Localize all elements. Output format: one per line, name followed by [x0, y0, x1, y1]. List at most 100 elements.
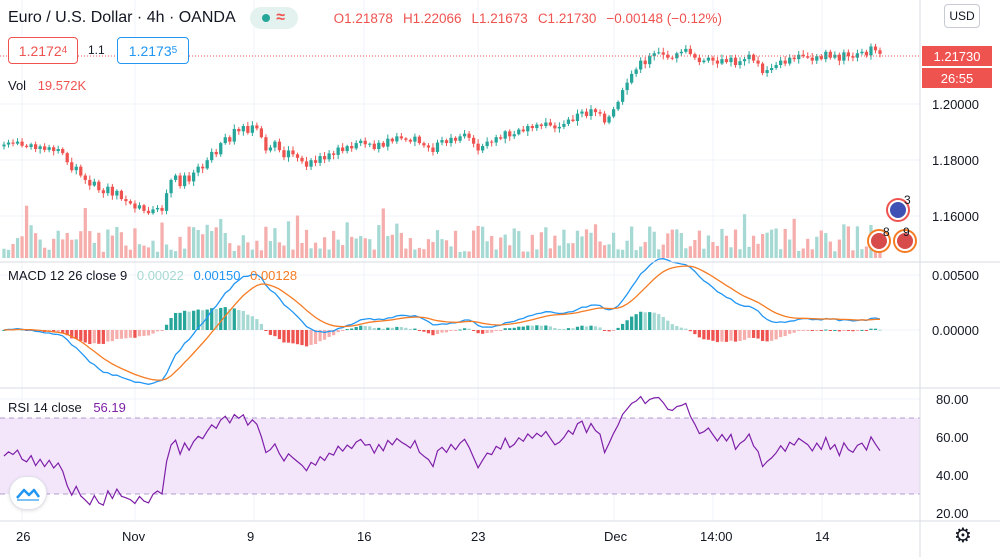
macd-hist-bar — [282, 330, 286, 343]
macd-hist-bar — [313, 330, 318, 345]
volume-bar — [223, 233, 227, 258]
rsi-line — [3, 395, 881, 507]
macd-hist-bar — [598, 327, 602, 330]
macd-hist-bar — [56, 330, 60, 333]
macd-legend[interactable]: MACD 12 26 close 9 0.00022 0.00150 0.001… — [8, 268, 297, 283]
candle-body — [742, 59, 747, 62]
candle-body — [598, 112, 602, 114]
candle-body — [169, 179, 173, 194]
volume-bar — [74, 239, 78, 258]
macd-hist-bar — [169, 318, 173, 330]
volume-bar — [661, 244, 665, 258]
bar-countdown: 26:55 — [922, 68, 992, 88]
macd-axis[interactable]: 0.00500 0.00000 — [932, 268, 979, 338]
macd-hist-bar — [715, 330, 720, 343]
buy-button[interactable]: 1.2173 5 — [117, 37, 189, 64]
macd-hist-bar — [368, 326, 372, 330]
volume-bar — [449, 246, 453, 258]
volume-bar — [128, 249, 133, 258]
sell-button[interactable]: 1.2172 4 — [8, 37, 78, 64]
candle-body — [24, 145, 29, 147]
volume-legend[interactable]: Vol 19.572K — [8, 78, 86, 93]
volume-bar — [173, 251, 178, 258]
candle-body — [878, 50, 882, 54]
settings-gear-icon[interactable]: ⚙ — [954, 524, 972, 547]
time-axis[interactable]: 26 Nov 9 16 23 Dec 14:00 14 — [16, 529, 829, 544]
rsi-axis[interactable]: 80.00 60.00 40.00 20.00 — [936, 392, 969, 521]
candle-body — [770, 67, 774, 71]
macd-hist-bar — [711, 330, 715, 341]
market-status-toggle[interactable]: ≈ — [249, 7, 298, 29]
volume-bar — [625, 240, 629, 258]
tradingview-logo[interactable] — [9, 476, 47, 510]
macd-hist-bar — [819, 330, 823, 331]
candle-body — [413, 136, 417, 142]
candle-body — [760, 63, 765, 73]
interval[interactable]: 4h — [146, 9, 165, 26]
macd-hist-bar — [115, 330, 119, 339]
candle-body — [20, 141, 24, 146]
candle-body — [440, 140, 444, 143]
candle-body — [232, 128, 236, 142]
macd-signal-line — [3, 265, 881, 381]
macd-hist-bar — [417, 330, 422, 331]
time-tick-7: 14:00 — [700, 529, 733, 544]
macd-hist-bar — [842, 330, 846, 331]
volume-bar — [182, 248, 187, 258]
macd-hist-bar — [395, 326, 399, 330]
volume-bar — [580, 236, 584, 258]
symbol-name[interactable]: Euro / U.S. Dollar — [8, 9, 133, 26]
candle-body — [106, 186, 110, 194]
candle-body — [557, 126, 562, 129]
macd-hist-bar — [738, 330, 742, 342]
volume-bar — [386, 236, 390, 258]
candle-body — [228, 137, 232, 142]
candle-body — [160, 207, 164, 211]
macd-hist-bar — [74, 330, 78, 339]
time-tick-4: 16 — [357, 529, 371, 544]
macd-hist-bar — [675, 326, 679, 330]
candles[interactable] — [2, 43, 882, 215]
candle-body — [264, 137, 268, 151]
macd-hist-bar — [119, 330, 124, 339]
macd-hist-bar — [399, 327, 403, 330]
candle-body — [304, 161, 309, 167]
volume-bar — [422, 249, 426, 258]
macd-hist-bar — [485, 330, 489, 333]
candle-body — [788, 57, 792, 64]
volume-bar — [724, 235, 729, 258]
candle-body — [192, 172, 196, 182]
volume-bar — [733, 229, 738, 258]
macd-hist-bar — [562, 328, 566, 330]
time-tick-3: 9 — [247, 529, 254, 544]
macd-hist-bar — [408, 328, 413, 330]
candle-body — [327, 153, 331, 160]
macd-hist-bar — [855, 330, 860, 331]
event-markers[interactable]: 3 8 9 — [867, 193, 917, 253]
macd-hist-bar — [593, 326, 598, 330]
candle-body — [43, 146, 47, 150]
volume-bar — [11, 244, 15, 258]
rsi-legend[interactable]: RSI 14 close 56.19 — [8, 400, 126, 415]
market-open-icon — [262, 14, 271, 22]
volume-bar — [774, 228, 778, 258]
macd-hist-bar — [851, 330, 855, 332]
candle-body — [476, 143, 480, 151]
macd-hist-bar — [476, 330, 480, 334]
macd-hist-bar — [155, 330, 160, 332]
volume-bar — [151, 240, 155, 258]
currency-button[interactable]: USD — [944, 4, 980, 28]
volume-bar — [395, 223, 399, 258]
candle-body — [819, 56, 823, 60]
volume-bar — [354, 238, 358, 258]
candle-body — [435, 142, 440, 152]
volume-bar — [65, 232, 69, 258]
candle-body — [65, 153, 69, 163]
rsi-tick-1: 80.00 — [936, 392, 969, 407]
time-tick-6: Dec — [604, 529, 628, 544]
macd-hist-bar — [20, 329, 24, 331]
candle-body — [390, 138, 394, 142]
volume-bar — [300, 243, 304, 258]
price-axis[interactable]: 1.20000 1.18000 1.16000 — [932, 97, 979, 224]
